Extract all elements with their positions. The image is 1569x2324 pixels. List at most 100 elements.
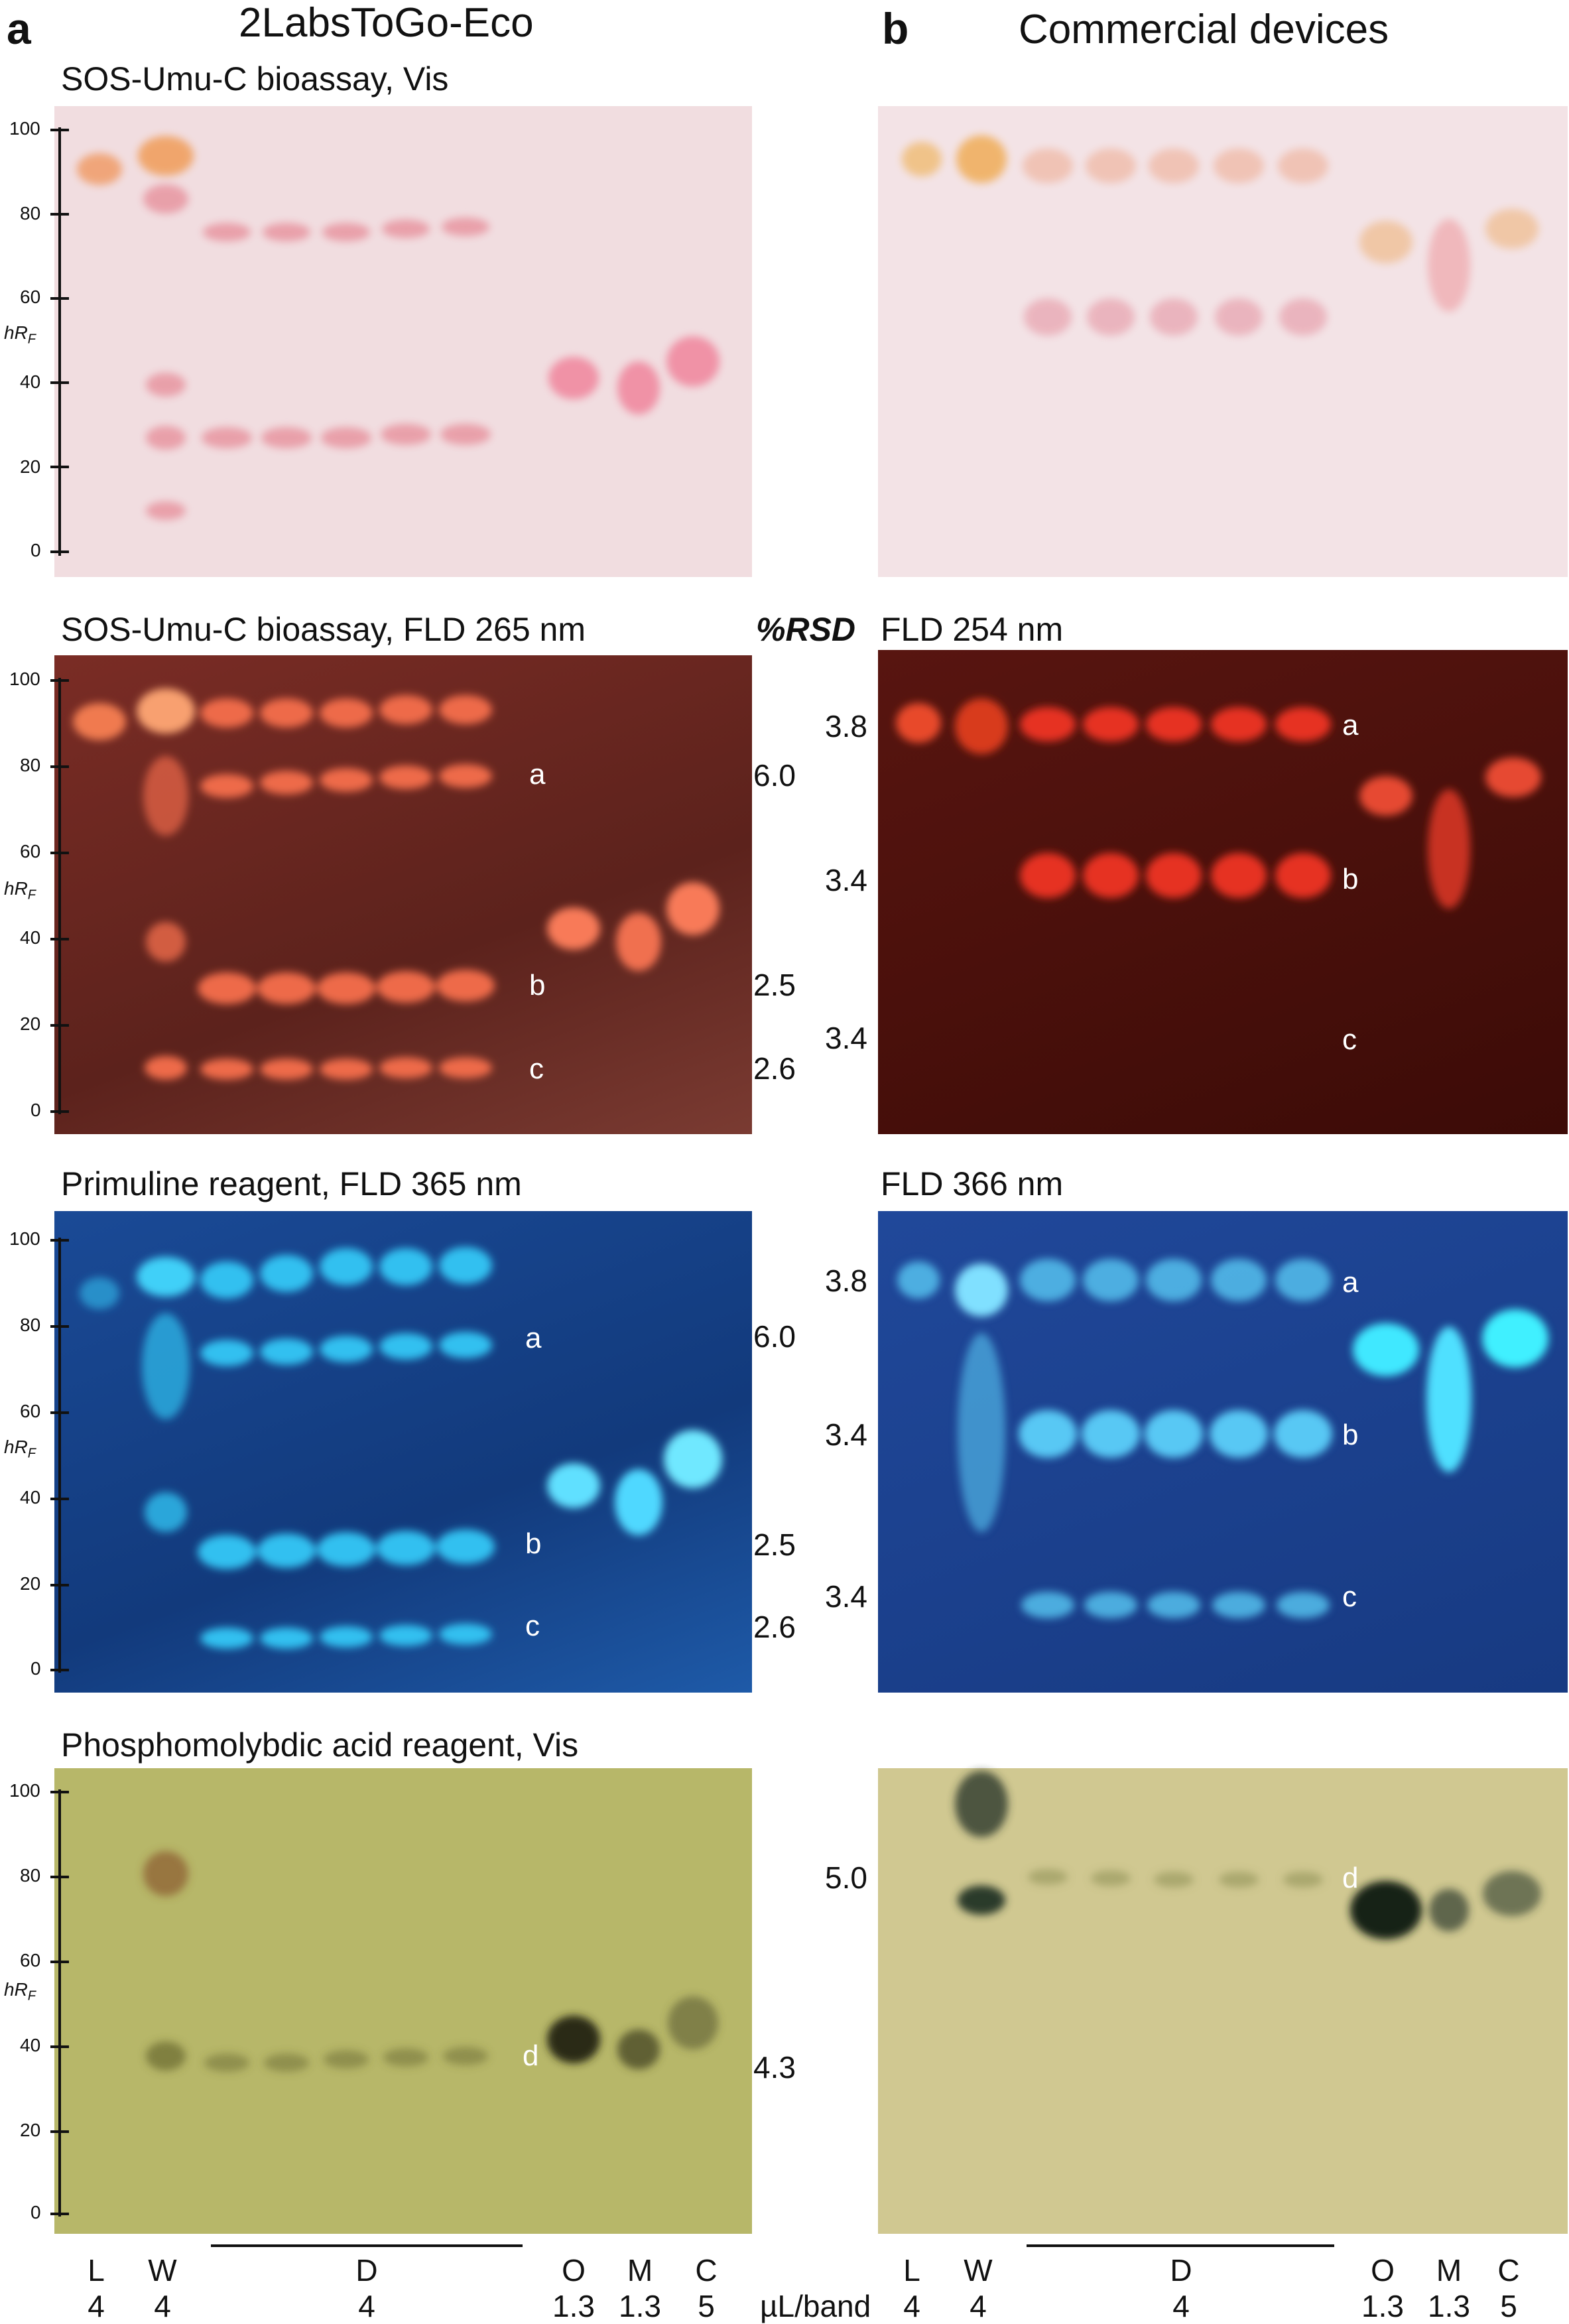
rsd-r2-right-b: 3.4 [825,863,867,897]
tick-0-r1: 0 [31,540,41,560]
band-b-r3-right: b [1342,1419,1359,1451]
rsd-header: %RSD [756,611,856,648]
volume-unit: µL/band [760,2289,871,2323]
vol-O-right: 1.3 [1361,2289,1404,2323]
tick-20-r1: 20 [20,456,41,477]
panel-letter-a: a [7,4,31,53]
rsd-r3-right-c: 3.4 [825,1579,867,1614]
rsd-r4-left-d: 4.3 [753,2050,796,2085]
axis-label-r4: hRF [4,1979,36,2004]
tick-60-r1: 60 [20,287,41,307]
rsd-r3-right-b: 3.4 [825,1417,867,1452]
tick-20-r3: 20 [20,1573,41,1594]
band-d-r4-right: d [1342,1862,1359,1894]
vol-C-left: 5 [698,2289,715,2323]
band-b-r2-left: b [529,969,546,1001]
row4-left-title: Phosphomolybdic acid reagent, Vis [61,1726,579,1764]
vol-L-right: 4 [903,2289,920,2323]
band-b-r3-left: b [525,1527,542,1560]
rsd-r3-left-a: 6.0 [753,1319,796,1354]
vol-D-left: 4 [358,2289,375,2323]
tick-100-r1: 100 [9,118,40,139]
vol-M-left: 1.3 [619,2289,661,2323]
lane-O-left: O [562,2253,586,2288]
lane-M-left: M [627,2253,653,2288]
vol-L-left: 4 [88,2289,105,2323]
vol-D-right: 4 [1172,2289,1190,2323]
rsd-r2-left-c: 2.6 [753,1051,796,1086]
rsd-r2-left-a: 6.0 [753,758,796,793]
tick-100-r2: 100 [9,669,40,689]
panel-b-header: Commercial devices [1019,7,1389,52]
plate-row1-left [54,106,752,577]
tick-100-r4: 100 [9,1780,40,1801]
tick-40-r4: 40 [20,2035,41,2055]
row2-left-title: SOS-Umu-C bioassay, FLD 265 nm [61,611,586,648]
rsd-r2-left-b: 2.5 [753,968,796,1002]
band-b-r2-right: b [1342,863,1359,895]
tick-80-r4: 80 [20,1865,41,1886]
rsd-r3-right-a: 3.8 [825,1263,867,1298]
band-a-r3-left: a [525,1322,542,1354]
band-c-r2-left: c [529,1053,544,1085]
tick-100-r3: 100 [9,1228,40,1249]
tick-40-r1: 40 [20,371,41,392]
band-a-r3-right: a [1342,1266,1359,1299]
tick-0-r2: 0 [31,1100,41,1120]
tick-60-r2: 60 [20,841,41,862]
lane-C-left: C [695,2253,718,2288]
vol-M-right: 1.3 [1428,2289,1470,2323]
vol-C-right: 5 [1500,2289,1517,2323]
row3-left-title: Primuline reagent, FLD 365 nm [61,1165,522,1202]
panel-a-header: 2LabsToGo-Eco [239,0,534,46]
lane-D-right: D [1170,2253,1192,2288]
rsd-r4-right-d: 5.0 [825,1860,867,1895]
plate-row4-right [878,1768,1568,2234]
axis-label-r2: hRF [4,878,36,903]
row2-right-title: FLD 254 nm [881,611,1064,648]
axis-label-r1: hRF [4,322,36,347]
tick-40-r2: 40 [20,927,41,948]
lane-L-left: L [88,2253,105,2288]
band-c-r3-right: c [1342,1581,1357,1613]
tick-60-r4: 60 [20,1950,41,1970]
lane-C-right: C [1497,2253,1520,2288]
band-a-r2-left: a [529,758,546,791]
lane-M-right: M [1436,2253,1462,2288]
lane-W-right: W [964,2253,993,2288]
tick-80-r3: 80 [20,1315,41,1335]
band-c-r3-left: c [525,1610,540,1642]
row3-right-title: FLD 366 nm [881,1165,1064,1202]
tick-0-r3: 0 [31,1658,41,1679]
rsd-r3-left-c: 2.6 [753,1610,796,1644]
panel-letter-b: b [882,4,909,53]
plate-row2-left [54,655,752,1134]
tick-80-r2: 80 [20,755,41,775]
tick-40-r3: 40 [20,1487,41,1508]
vol-O-left: 1.3 [552,2289,595,2323]
vol-W-left: 4 [154,2289,171,2323]
band-a-r2-right: a [1342,709,1359,742]
lane-O-right: O [1371,2253,1395,2288]
band-c-r2-right: c [1342,1023,1357,1056]
tick-20-r2: 20 [20,1013,41,1034]
plate-row4-left [54,1768,752,2234]
tick-20-r4: 20 [20,2120,41,2140]
lane-L-right: L [903,2253,920,2288]
tick-80-r1: 80 [20,203,41,224]
tick-60-r3: 60 [20,1401,41,1421]
plate-row1-right [878,106,1568,577]
band-d-r4-left: d [523,2039,539,2072]
rsd-r2-right-c: 3.4 [825,1021,867,1055]
vol-W-right: 4 [970,2289,987,2323]
tick-0-r4: 0 [31,2202,41,2223]
lane-W-left: W [148,2253,177,2288]
row1-left-title: SOS-Umu-C bioassay, Vis [61,60,449,97]
rsd-r3-left-b: 2.5 [753,1527,796,1562]
lane-D-left: D [355,2253,378,2288]
rsd-r2-right-a: 3.8 [825,709,867,743]
axis-label-r3: hRF [4,1437,36,1461]
